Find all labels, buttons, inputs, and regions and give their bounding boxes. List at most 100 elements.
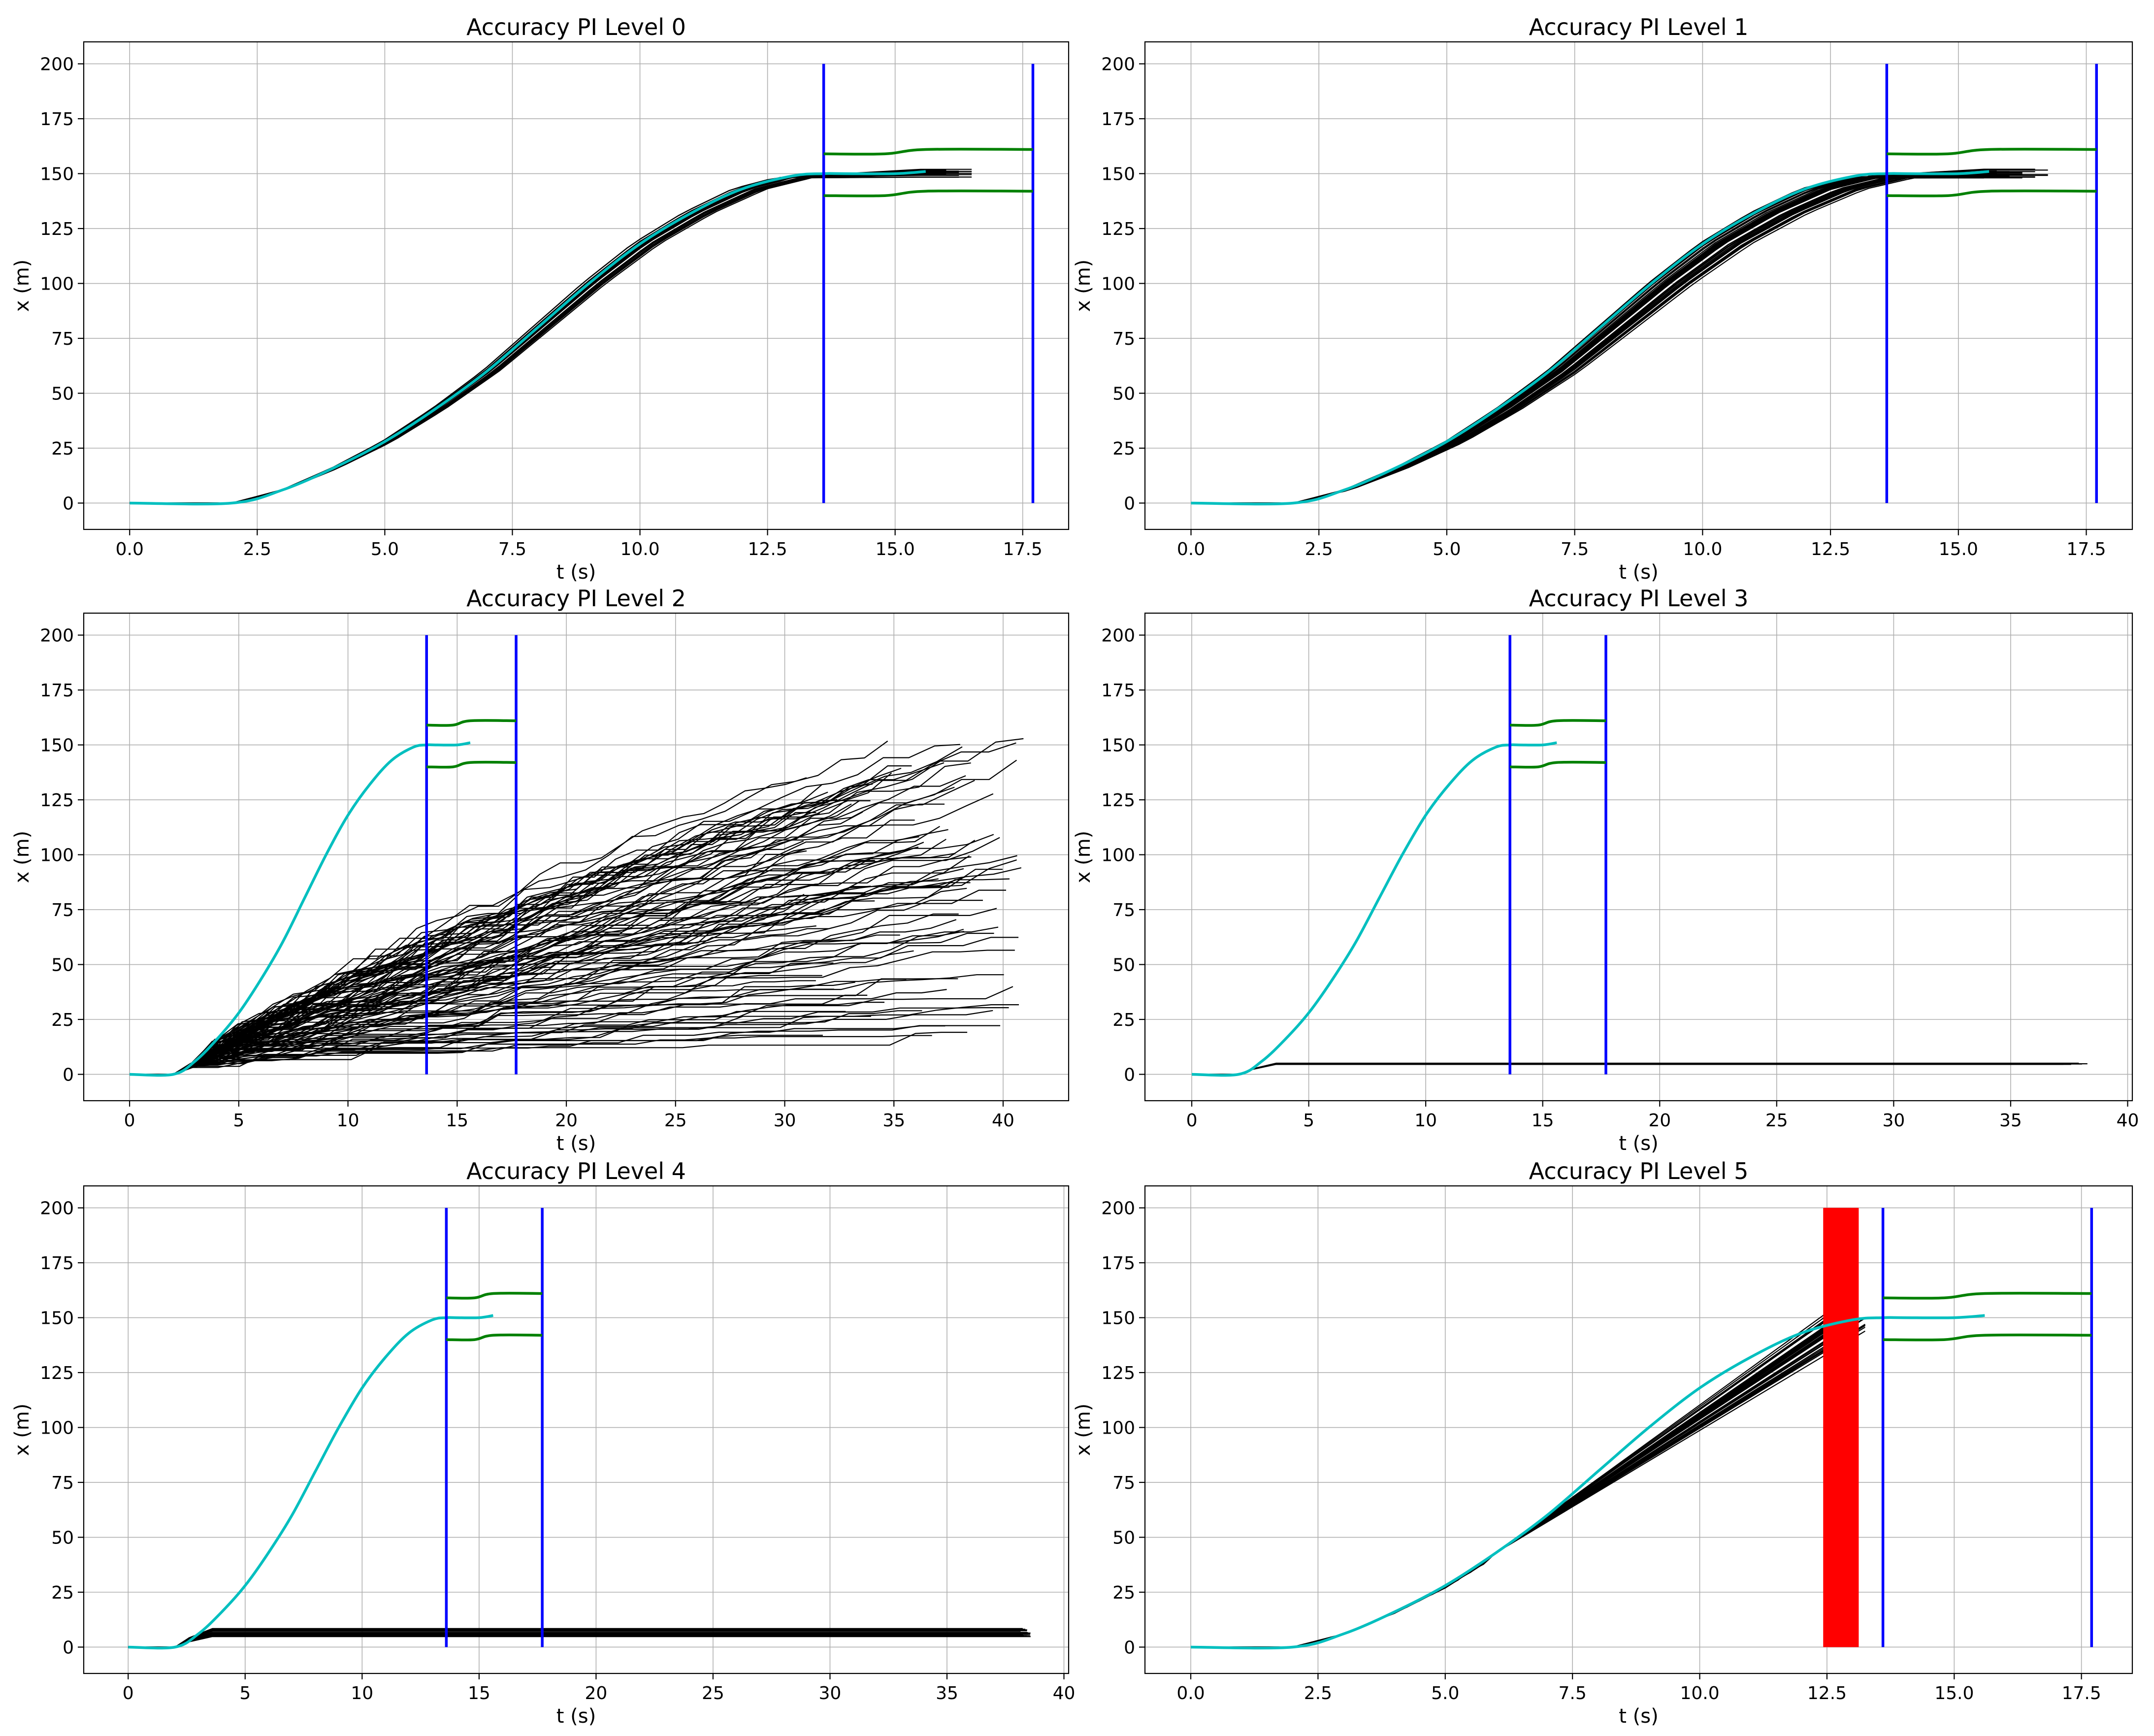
plot-panel-level-3: 0 5 10 15 20 25 30 35 40 0 25 50 75 100 125 150 175 200 Ac… [1072, 585, 2139, 1155]
y-tick-label: 175 [1101, 681, 1135, 701]
y-tick-label: 75 [51, 329, 74, 349]
x-tick-label: 0 [123, 1683, 134, 1703]
x-tick-label: 7.5 [498, 539, 526, 559]
panel-title: Accuracy PI Level 5 [1529, 1158, 1749, 1184]
y-tick-label: 100 [40, 1418, 74, 1439]
x-tick-label: 0.0 [1177, 539, 1205, 559]
y-tick-label: 200 [40, 1199, 74, 1219]
reference-trajectory [1190, 1314, 1985, 1650]
x-tick-label: 10 [1414, 1111, 1437, 1131]
x-tick-label: 0.0 [1176, 1683, 1205, 1703]
axes-frame [83, 41, 1070, 530]
axes-frame [1144, 1185, 2133, 1674]
sample-trajectory [130, 777, 807, 1075]
y-tick-label: 100 [40, 274, 74, 295]
bound-upper [426, 719, 517, 727]
y-tick-label: 0 [63, 1065, 74, 1085]
x-tick-label: 5.0 [1431, 1683, 1459, 1703]
axes-frame [83, 1185, 1070, 1674]
x-tick-label: 15 [468, 1683, 490, 1703]
sample-trajectory [130, 900, 983, 1075]
y-tick-label: 200 [1101, 626, 1135, 646]
y-tick-label: 175 [40, 681, 74, 701]
y-tick-label: 125 [1101, 790, 1135, 811]
x-tick-label: 17.5 [2062, 1683, 2101, 1703]
bound-upper [1510, 719, 1606, 727]
plot-area [130, 635, 1024, 1077]
y-tick-label: 0 [1124, 1065, 1135, 1085]
sample-trajectory [130, 772, 892, 1075]
sample-trajectory [130, 842, 924, 1075]
y-axis-label: x (m) [1072, 260, 1095, 312]
y-tick-label: 100 [40, 846, 74, 866]
x-tick-label: 15 [1532, 1111, 1554, 1131]
axes-frame [1144, 41, 2133, 530]
failure-markers [1823, 1208, 1859, 1647]
x-tick-label: 12.5 [748, 539, 787, 559]
x-tick-label: 5 [233, 1111, 244, 1131]
y-tick-label: 50 [51, 384, 74, 404]
sample-trajectory [130, 813, 820, 1075]
sample-trajectory [130, 860, 875, 1075]
plot-panel-level-0: 0.0 2.5 5.0 7.5 10.0 12.5 15.0 17.5 0 25 50 75 100 12… [11, 14, 1070, 584]
x-tick-label: 7.5 [1561, 539, 1589, 559]
y-tick-label: 100 [1101, 1418, 1135, 1439]
panel-title: Accuracy PI Level 1 [1529, 14, 1749, 40]
sample-trajectory [130, 784, 873, 1075]
x-tick-label: 17.5 [1003, 539, 1043, 559]
y-tick-label: 50 [1112, 1528, 1135, 1548]
bound-lower [823, 189, 1033, 197]
y-axis-label: x (m) [1072, 831, 1095, 884]
x-tick-label: 15.0 [1939, 539, 1978, 559]
x-tick-label: 12.5 [1807, 1683, 1847, 1703]
y-axis-label: x (m) [11, 831, 33, 884]
bound-lower [1883, 1333, 2092, 1342]
sample-trajectory [130, 859, 1017, 1075]
sample-trajectory [130, 933, 994, 1075]
bound-upper [1887, 148, 2097, 156]
reference-trajectory [1191, 170, 1990, 506]
x-tick-label: 25 [1765, 1111, 1788, 1131]
y-tick-label: 175 [40, 109, 74, 130]
x-tick-label: 30 [819, 1683, 842, 1703]
y-tick-label: 25 [1112, 1583, 1135, 1603]
y-tick-label: 150 [1101, 164, 1135, 185]
x-axis-label: t (s) [556, 1132, 596, 1155]
y-tick-label: 200 [1101, 1199, 1135, 1219]
y-axis-label: x (m) [11, 260, 33, 312]
y-tick-label: 125 [40, 219, 74, 239]
y-tick-label: 125 [1101, 1363, 1135, 1383]
x-tick-label: 15.0 [1934, 1683, 1974, 1703]
x-tick-label: 40 [2117, 1111, 2139, 1131]
y-tick-label: 75 [1112, 1473, 1135, 1493]
sample-trajectory [130, 908, 997, 1075]
x-tick-label: 25 [702, 1683, 724, 1703]
sample-trajectory [1191, 174, 2023, 504]
bound-upper [823, 148, 1033, 156]
y-tick-label: 150 [1101, 736, 1135, 756]
y-tick-label: 100 [1101, 274, 1135, 295]
x-tick-label: 17.5 [2066, 539, 2106, 559]
plot-panel-level-5: 0.0 2.5 5.0 7.5 10.0 12.5 15.0 17.5 0 25 50 75 100 12… [1072, 1158, 2133, 1728]
y-tick-label: 175 [1101, 1253, 1135, 1274]
sample-trajectory [130, 885, 871, 1075]
x-tick-label: 2.5 [1305, 539, 1333, 559]
bound-lower [1510, 760, 1606, 769]
y-tick-label: 125 [40, 1363, 74, 1383]
sample-trajectories [130, 738, 1024, 1075]
y-tick-label: 0 [63, 493, 74, 514]
x-tick-label: 5 [239, 1683, 251, 1703]
x-tick-label: 30 [1882, 1111, 1905, 1131]
x-tick-label: 15 [446, 1111, 468, 1131]
y-tick-label: 0 [63, 1638, 74, 1658]
plot-area [130, 64, 1035, 506]
plot-panel-level-4: 0 5 10 15 20 25 30 35 40 0 25 50 75 100 125 150 175 200 Ac… [11, 1158, 1075, 1728]
y-tick-label: 150 [40, 164, 74, 185]
sample-trajectory [130, 744, 960, 1075]
x-tick-label: 10 [337, 1111, 359, 1131]
sample-trajectory [130, 834, 994, 1075]
sample-trajectory [130, 759, 1017, 1075]
x-tick-label: 0.0 [116, 539, 144, 559]
y-axis-label: x (m) [1072, 1404, 1095, 1456]
